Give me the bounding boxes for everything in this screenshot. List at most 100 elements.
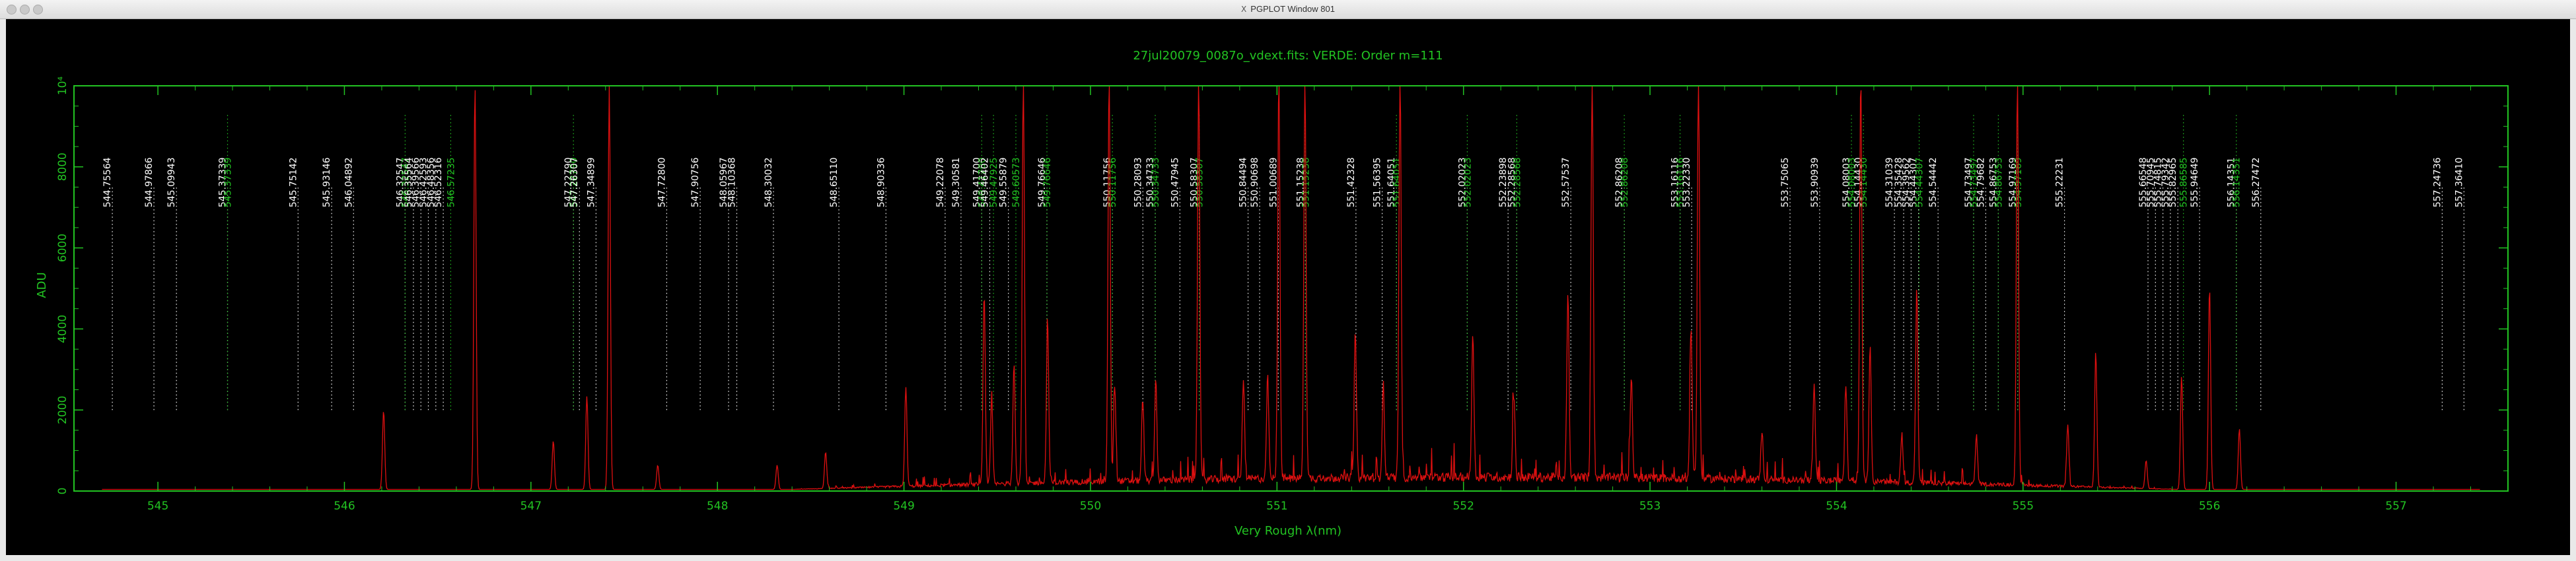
line-marker-label: 553.75065 [1780,157,1791,207]
line-marker-label: 546.57235 [446,157,456,207]
minimize-button[interactable] [20,5,30,15]
line-marker-label: 549.41700 [977,157,987,207]
line-marker-label: 546.39566 [411,157,421,207]
line-marker-label: 553.16116 [1670,157,1681,207]
line-marker-label: 553.22330 [1682,157,1692,207]
line-markers: 544.75564 544.97866 545.09943 545.37339545.… [102,114,2464,411]
x-tick-label: 553 [1639,500,1661,513]
line-marker-label: 557.36410 [2454,157,2464,207]
line-marker-label: 555.70945 [2145,157,2156,207]
line-marker-label: 552.23898 [1498,157,1509,207]
x-tick-label: 552 [1452,500,1474,513]
line-marker-label: 554.97169 [2008,157,2019,207]
line-marker-label: 555.79342 [2161,157,2171,207]
line-marker-label: 547.22790 [569,157,579,207]
line-marker-label: 546.52316 [433,157,444,207]
line-marker-label: 555.22231 [2055,157,2065,207]
x-tick-label: 547 [520,500,542,513]
line-marker-label: 554.79682 [1976,157,1986,207]
line-marker-label: 557.24736 [2432,157,2443,207]
line-marker-label: 549.60573 [1011,157,1022,207]
line-marker-label: 553.90939 [1810,157,1820,207]
line-marker-label: 554.54442 [1928,157,1939,207]
y-axis-label: ADU [35,272,49,298]
line-marker-label: 545.75142 [288,157,299,207]
line-marker-label: 554.39562 [1901,157,1912,207]
line-marker-label: 548.30032 [764,157,774,207]
line-marker-label: 546.35564 [404,157,414,207]
line-marker-label: 548.05967 [719,157,729,207]
line-marker-label: 554.44307 [1909,157,1919,207]
axes: 545 546 547 548 549 550 551 552 553 554 555 556 557 0… [56,77,2509,513]
x-tick-label: 549 [893,500,914,513]
x-tick-label: 554 [1826,500,1847,513]
chart-title: 27jul20079_0087o_vdext.fits: VERDE: Orde… [1133,49,1443,63]
plot-frame [73,85,2509,492]
line-marker-label: 547.90756 [690,157,701,207]
line-marker-label: 554.86753 [1993,157,2004,207]
line-marker-label: 550.90698 [1250,157,1260,207]
line-marker-label: 555.86585 [2179,157,2190,207]
line-marker-label: 550.84494 [1238,157,1249,207]
line-marker-label: 545.37339 [218,157,229,207]
line-marker-label: 554.73497 [1969,157,1980,207]
close-button[interactable] [7,5,17,15]
y-tick-label: 10⁴ [56,77,69,96]
line-marker-label: 552.57537 [1561,157,1571,207]
line-marker-label: 550.47945 [1170,157,1180,207]
x-tick-label: 556 [2199,500,2220,513]
line-marker-label: 550.11756 [1108,157,1118,207]
line-marker-label: 547.34899 [586,157,596,207]
x-tick-label: 546 [334,500,355,513]
line-marker-label: 544.97866 [144,157,155,207]
line-marker-label: 549.76646 [1037,157,1048,207]
line-marker-label: 545.93146 [322,157,332,207]
line-marker-label: 555.74815 [2153,157,2164,207]
x-tick-label: 551 [1266,500,1287,513]
line-marker-label: 552.28568 [1512,157,1522,207]
zoom-button[interactable] [33,5,43,15]
x11-icon: X [1241,5,1247,14]
line-marker-label: 551.42328 [1346,157,1357,207]
y-tick-label: 2000 [56,396,69,424]
line-marker-label: 554.86753 [1988,157,1999,207]
y-tick-label: 8000 [56,152,69,181]
line-marker-label: 546.32547 [400,157,411,207]
y-tick-label: 4000 [56,315,69,343]
line-marker-label: 546.48356 [426,157,437,207]
y-tick-label: 6000 [56,234,69,262]
line-marker-label: 548.10368 [727,157,737,207]
line-marker-label: 550.34733 [1151,157,1161,207]
line-marker-label: 548.90336 [876,157,886,207]
x-axis-label: Very Rough λ(nm) [1234,524,1342,538]
window-title: X PGPLOT Window 801 [0,4,2576,14]
plot-area: 27jul20079_0087o_vdext.fits: VERDE: Orde… [6,19,2570,555]
line-marker-label: 549.46402 [980,157,990,207]
x-tick-label: 550 [1080,500,1101,513]
line-marker-label: 551.64051 [1392,157,1402,207]
x-tick-label: 555 [2013,500,2034,513]
line-marker-label: 554.08003 [1842,157,1852,207]
spectrum-line [102,85,2480,490]
line-marker-label: 552.86208 [1620,157,1630,207]
line-marker-label: 545.09943 [166,157,177,207]
line-marker-label: 546.42593 [419,157,429,207]
line-marker-label: 547.26307 [569,157,580,207]
line-marker-label: 555.94649 [2190,157,2200,207]
line-marker-label: 546.32547 [395,157,406,207]
spectrum-series [102,85,2480,490]
line-marker-label: 555.66548 [2138,157,2149,207]
line-marker-label: 552.02023 [1457,157,1468,207]
line-marker-label: 554.73497 [1964,157,1974,207]
line-marker-label: 544.75564 [102,157,113,207]
line-marker-label: 545.37339 [223,157,234,207]
line-marker-label: 552.28568 [1507,157,1517,207]
line-marker-label: 551.00689 [1268,157,1279,207]
line-marker-label: 549.30581 [951,157,962,207]
line-marker-label: 549.22078 [935,157,946,207]
title-bar: X PGPLOT Window 801 [0,0,2576,19]
line-marker-label: 549.41700 [972,157,982,207]
line-marker-label: 552.86208 [1614,157,1625,207]
x-tick-label: 548 [707,500,728,513]
window-title-text: PGPLOT Window 801 [1250,4,1335,14]
